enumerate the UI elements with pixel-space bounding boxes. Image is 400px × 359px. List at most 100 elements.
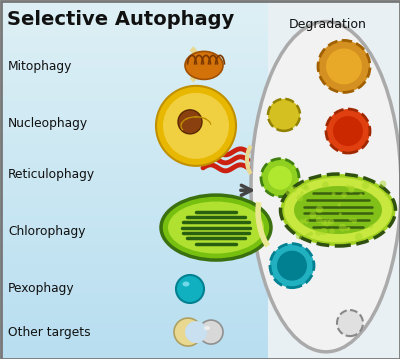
Ellipse shape	[294, 186, 382, 234]
Ellipse shape	[182, 281, 190, 286]
Bar	[0, 72, 268, 78]
Text: Nucleophagy: Nucleophagy	[8, 117, 88, 130]
Bar	[0, 126, 268, 132]
Circle shape	[185, 321, 207, 343]
Bar	[0, 269, 268, 275]
Circle shape	[346, 227, 350, 231]
Circle shape	[339, 213, 342, 216]
Circle shape	[285, 189, 292, 196]
Circle shape	[163, 93, 229, 159]
Bar	[0, 335, 268, 341]
Circle shape	[338, 203, 341, 206]
Circle shape	[347, 227, 350, 230]
Circle shape	[270, 244, 314, 288]
Bar	[0, 341, 268, 347]
Ellipse shape	[284, 177, 392, 243]
Ellipse shape	[280, 174, 396, 246]
Bar	[0, 347, 268, 353]
Circle shape	[326, 48, 362, 84]
Bar	[0, 245, 268, 251]
Circle shape	[362, 182, 369, 189]
Bar	[0, 30, 268, 36]
Circle shape	[339, 224, 346, 232]
Circle shape	[301, 182, 308, 190]
Circle shape	[291, 187, 297, 192]
Text: Degradation: Degradation	[289, 18, 367, 31]
Bar	[0, 353, 268, 359]
Circle shape	[348, 186, 355, 193]
Text: Other targets: Other targets	[8, 326, 91, 339]
Circle shape	[320, 228, 328, 235]
Bar	[0, 12, 268, 18]
Bar	[0, 144, 268, 150]
Bar	[0, 66, 268, 72]
Circle shape	[326, 109, 370, 153]
Bar	[0, 323, 268, 329]
Bar	[0, 114, 268, 120]
Bar	[0, 186, 268, 191]
Circle shape	[261, 159, 299, 197]
Circle shape	[341, 192, 347, 197]
Text: Mitophagy: Mitophagy	[8, 60, 72, 73]
Bar	[0, 0, 268, 6]
Circle shape	[346, 185, 350, 188]
Bar	[0, 329, 268, 335]
Bar	[0, 108, 268, 114]
Circle shape	[352, 218, 357, 223]
Bar	[0, 168, 268, 173]
Bar	[0, 48, 268, 54]
Bar	[0, 204, 268, 209]
Circle shape	[316, 216, 322, 223]
Circle shape	[385, 193, 389, 197]
Bar	[0, 132, 268, 137]
Text: Reticulophagy: Reticulophagy	[8, 168, 95, 181]
Text: Pexophagy: Pexophagy	[8, 283, 75, 295]
Circle shape	[321, 219, 326, 225]
Ellipse shape	[185, 51, 223, 79]
Ellipse shape	[251, 22, 400, 352]
Circle shape	[318, 41, 370, 92]
Ellipse shape	[161, 195, 271, 260]
Circle shape	[300, 191, 304, 195]
Circle shape	[369, 224, 373, 228]
Bar	[0, 191, 268, 197]
Bar	[0, 215, 268, 222]
Circle shape	[349, 186, 354, 191]
Bar	[0, 180, 268, 186]
Circle shape	[199, 320, 223, 344]
Circle shape	[268, 166, 292, 190]
Circle shape	[322, 181, 329, 188]
Circle shape	[296, 195, 303, 201]
Circle shape	[309, 232, 313, 236]
Bar	[0, 120, 268, 126]
Circle shape	[156, 86, 236, 166]
Bar	[0, 233, 268, 239]
Bar	[0, 42, 268, 48]
Bar	[0, 257, 268, 263]
Circle shape	[178, 110, 202, 134]
Circle shape	[337, 310, 363, 336]
Bar	[268, 0, 400, 359]
Bar	[0, 222, 268, 227]
Bar	[0, 317, 268, 323]
Circle shape	[359, 193, 362, 196]
Bar	[0, 24, 268, 30]
Circle shape	[296, 233, 302, 239]
Bar	[0, 137, 268, 144]
Bar	[0, 293, 268, 299]
Bar	[0, 239, 268, 245]
Bar	[0, 197, 268, 204]
Circle shape	[323, 219, 330, 227]
Bar	[0, 299, 268, 305]
Bar	[0, 227, 268, 233]
Bar	[0, 150, 268, 155]
Bar	[0, 60, 268, 66]
Ellipse shape	[159, 108, 177, 130]
Bar	[0, 78, 268, 84]
Circle shape	[300, 219, 304, 224]
Circle shape	[316, 206, 323, 213]
Circle shape	[333, 116, 363, 146]
Circle shape	[176, 275, 204, 303]
Circle shape	[277, 251, 307, 281]
Circle shape	[379, 181, 386, 187]
